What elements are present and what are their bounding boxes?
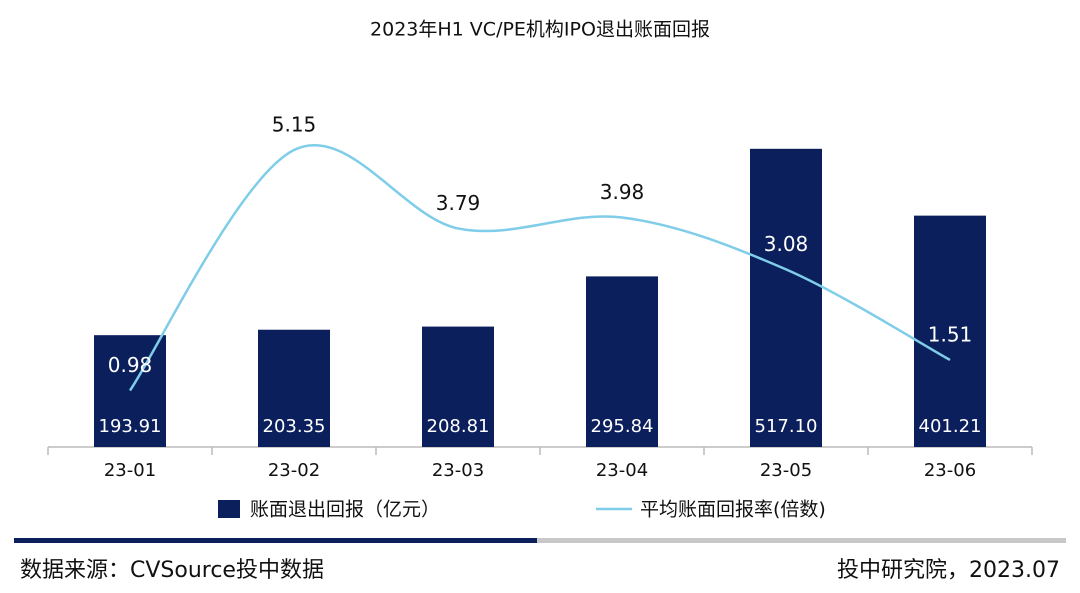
legend-swatch [218,500,240,518]
x-tick-label: 23-01 [104,460,156,481]
bar [914,215,986,447]
bar [586,276,658,447]
line-value-label: 3.98 [600,180,645,204]
bar [94,335,166,447]
line [128,143,951,392]
bar [258,329,330,447]
bar-value-label: 401.21 [919,416,982,437]
bar [750,148,822,447]
line-value-label: 3.79 [436,191,481,215]
bar-value-label: 208.81 [427,416,490,437]
line-value-label: 1.51 [928,322,973,346]
line-value-label: 0.98 [108,353,153,377]
line-value-label: 3.08 [764,232,809,256]
x-tick-label: 23-02 [268,460,320,481]
x-tick-label: 23-04 [596,460,648,481]
footer-bar [537,538,1066,543]
bar [422,326,494,447]
legend-label: 平均账面回报率(倍数) [640,499,826,521]
x-tick-label: 23-05 [760,460,812,481]
x-tick-label: 23-03 [432,460,484,481]
credit: 投中研究院，2023.07 [837,558,1060,583]
source: 数据来源：CVSource投中数据 [20,558,324,583]
chart-title: 2023年H1 VC/PE机构IPO退出账面回报 [370,19,710,41]
bar-value-label: 517.10 [755,416,818,437]
footer-bar [14,538,537,543]
bar-value-label: 193.91 [99,416,162,437]
bar-value-label: 295.84 [591,416,654,437]
legend-label: 账面退出回报（亿元） [250,499,440,521]
bar-value-label: 203.35 [263,416,326,437]
line-value-label: 5.15 [272,113,317,137]
x-tick-label: 23-06 [924,460,976,481]
